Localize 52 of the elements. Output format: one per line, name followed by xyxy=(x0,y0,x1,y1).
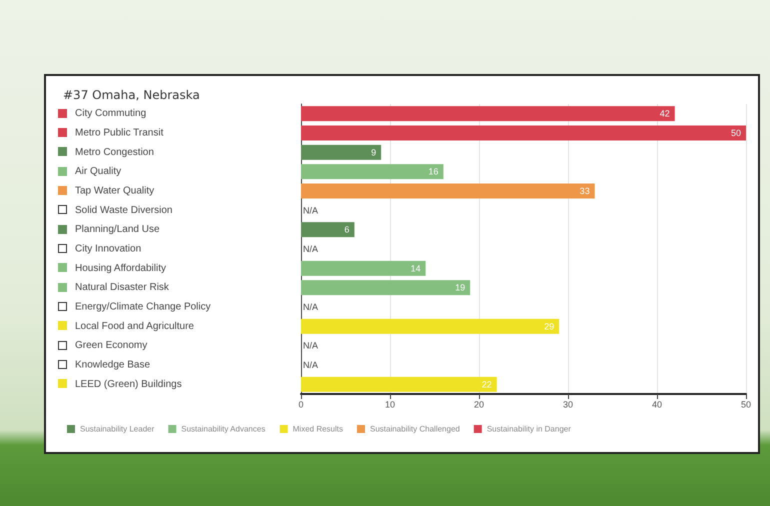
y-tick-label: City Commuting xyxy=(75,108,146,120)
data-label: 6 xyxy=(344,224,350,235)
data-label: 16 xyxy=(428,166,438,177)
y-tick-label: Tap Water Quality xyxy=(75,186,154,196)
legend-label: Sustainability in Danger xyxy=(486,424,572,434)
y-tick-label: Solid Waste Diversion xyxy=(75,204,172,216)
data-label: 29 xyxy=(544,321,554,332)
x-tick-label: 10 xyxy=(384,400,396,410)
data-label: 14 xyxy=(410,263,421,274)
y-tick-label: Knowledge Base xyxy=(75,360,150,370)
x-tick-label: 50 xyxy=(740,400,752,410)
x-tick-label: 20 xyxy=(474,400,484,410)
y-tick-label: Green Economy xyxy=(75,340,148,352)
data-label: 9 xyxy=(371,147,376,158)
y-tick-label: LEED (Green) Buildings xyxy=(75,378,182,390)
bar xyxy=(301,222,354,238)
y-tick-label: Planning/Land Use xyxy=(75,224,160,236)
data-label: 19 xyxy=(455,282,466,293)
y-tick-label: Local Food and Agriculture xyxy=(75,320,194,332)
bar xyxy=(301,126,746,140)
y-tick-label: Air Quality xyxy=(75,166,122,178)
data-label: 50 xyxy=(730,128,741,138)
x-tick-label: 40 xyxy=(652,400,662,410)
bar xyxy=(301,260,426,276)
bar xyxy=(301,318,560,334)
data-label: 42 xyxy=(660,108,670,119)
annotation: N/A xyxy=(303,205,318,216)
annotation: N/A xyxy=(303,340,318,351)
y-tick-label: Natural Disaster Risk xyxy=(75,282,170,294)
x-tick-label: 30 xyxy=(562,400,574,410)
y-tick-label: Housing Affordability xyxy=(75,262,166,274)
y-tick-label: Energy/Climate Change Policy xyxy=(75,302,211,312)
legend-label: Mixed Results xyxy=(292,424,344,434)
annotation: N/A xyxy=(303,302,318,312)
bar xyxy=(301,144,382,160)
bar xyxy=(301,376,497,392)
legend-label: Sustainability Challenged xyxy=(370,424,460,434)
legend-label: Sustainability Leader xyxy=(80,424,155,434)
bar xyxy=(301,164,444,180)
bar xyxy=(301,184,595,198)
x-tick-label: 0 xyxy=(298,400,304,410)
data-label: 33 xyxy=(580,186,590,196)
y-tick-label: Metro Congestion xyxy=(75,146,154,158)
bar xyxy=(301,280,470,296)
annotation: N/A xyxy=(303,360,318,370)
annotation: N/A xyxy=(303,244,318,254)
data-label: 22 xyxy=(482,379,492,390)
y-tick-label: Metro Public Transit xyxy=(75,128,164,138)
bar xyxy=(301,106,675,122)
y-tick-label: City Innovation xyxy=(75,244,142,254)
legend-label: Sustainability Advances xyxy=(181,424,266,434)
text: #37 Omaha, Nebraska xyxy=(63,88,200,102)
